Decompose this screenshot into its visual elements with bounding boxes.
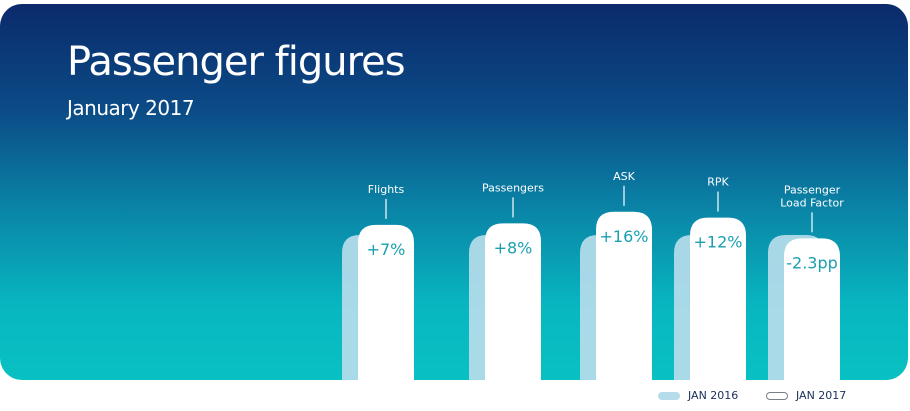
category-label: Passenger Load Factor [780, 183, 844, 209]
bar-jan-2017 [784, 238, 840, 380]
data-label: +8% [494, 238, 533, 257]
bar-jan-2017 [358, 224, 414, 380]
chart-panel: Passenger figures January 2017 [0, 4, 908, 380]
category-label: Passengers [482, 181, 544, 194]
data-label: +7% [367, 240, 406, 259]
data-label: +16% [600, 227, 649, 246]
page-title: Passenger figures [67, 39, 406, 85]
bar-jan-2017 [485, 223, 541, 380]
legend: JAN 2016 JAN 2017 [0, 389, 910, 407]
category-label: Flights [368, 183, 405, 196]
legend-item-jan-2016: JAN 2016 [658, 389, 738, 402]
data-label: +12% [694, 233, 743, 252]
legend-item-jan-2017: JAN 2017 [766, 389, 846, 402]
data-label: -2.3pp [786, 253, 838, 272]
page-subtitle: January 2017 [67, 96, 195, 120]
legend-label-jan-2017: JAN 2017 [796, 389, 847, 402]
legend-label-jan-2016: JAN 2016 [688, 389, 739, 402]
legend-swatch-jan-2017 [766, 391, 788, 400]
bar-jan-2017 [596, 211, 652, 380]
category-label: ASK [613, 170, 636, 183]
legend-swatch-jan-2016 [658, 391, 680, 400]
bar-jan-2017 [690, 217, 746, 380]
category-label: RPK [707, 176, 729, 189]
